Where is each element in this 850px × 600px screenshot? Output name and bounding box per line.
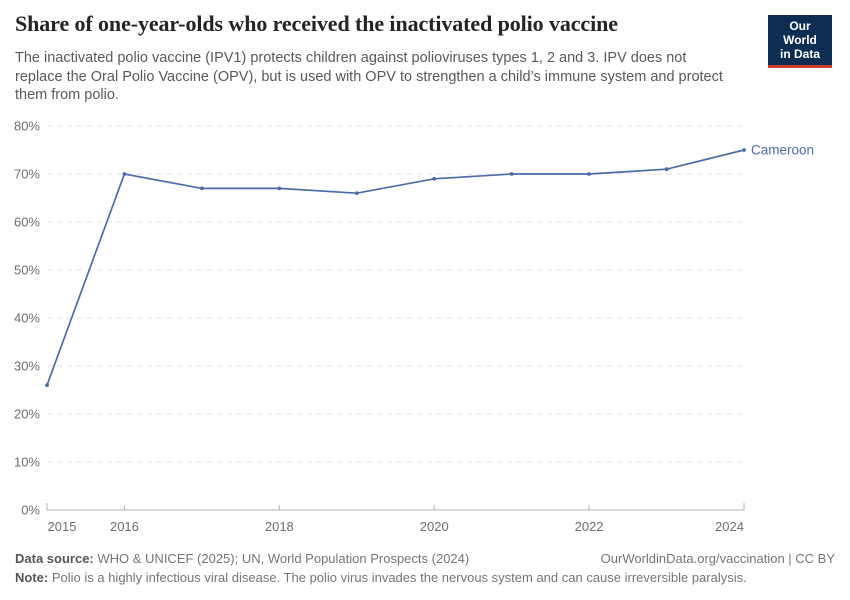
owid-logo[interactable]: Our World in Data [768, 15, 832, 68]
gridlines [47, 125, 744, 463]
data-source-text: WHO & UNICEF (2025); UN, World Populatio… [97, 551, 470, 566]
series-points [45, 148, 746, 388]
series-line-cameroon [46, 149, 745, 387]
chart-footer: Data source: WHO & UNICEF (2025); UN, Wo… [15, 549, 835, 587]
x-axis [46, 503, 745, 511]
owid-logo-line1: Our World [783, 19, 817, 47]
y-axis-labels: 0% 10% 20% 30% 40% 50% 60% 70% 80% [14, 119, 40, 518]
note-label: Note: [15, 570, 49, 585]
data-source-label: Data source: [15, 551, 94, 566]
svg-text:60%: 60% [14, 215, 40, 230]
page-title: Share of one-year-olds who received the … [15, 11, 618, 36]
data-source: Data source: WHO & UNICEF (2025); UN, Wo… [15, 549, 469, 568]
svg-text:70%: 70% [14, 167, 40, 182]
svg-text:50%: 50% [14, 263, 40, 278]
svg-text:2020: 2020 [420, 519, 449, 534]
svg-text:10%: 10% [14, 455, 40, 470]
svg-text:40%: 40% [14, 311, 40, 326]
svg-text:2022: 2022 [575, 519, 604, 534]
svg-text:30%: 30% [14, 359, 40, 374]
note-text: Polio is a highly infectious viral disea… [51, 570, 747, 585]
svg-text:80%: 80% [14, 119, 40, 134]
owid-logo-line2: in Data [779, 47, 820, 61]
note: Note: Polio is a highly infectious viral… [15, 568, 835, 587]
chart-subtitle: The inactivated polio vaccine (IPV1) pro… [15, 50, 723, 103]
attribution-link[interactable]: OurWorldinData.org/vaccination | CC BY [600, 551, 835, 566]
line-chart: 0%10%20%30%40%50%60%70%80%2015 2016 2018 20… [14, 119, 814, 535]
svg-text:0%: 0% [21, 503, 40, 518]
x-axis-labels: 2015 2016 2018 2020 2022 2024 [48, 519, 745, 534]
series-end-label: Cameroon [751, 143, 814, 158]
svg-text:20%: 20% [14, 407, 40, 422]
svg-text:2024: 2024 [715, 519, 744, 534]
svg-text:2015: 2015 [48, 519, 77, 534]
svg-text:2016: 2016 [110, 519, 139, 534]
svg-text:2018: 2018 [265, 519, 294, 534]
